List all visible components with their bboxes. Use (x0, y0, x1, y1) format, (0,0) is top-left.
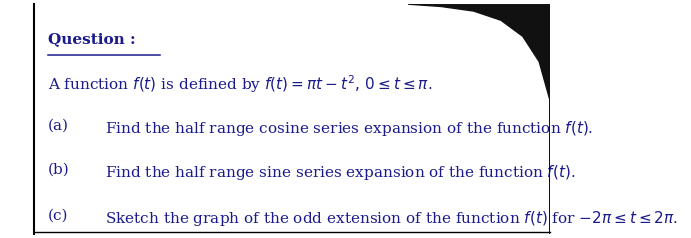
Text: (a): (a) (48, 119, 69, 133)
Text: Find the half range cosine series expansion of the function $f(t)$.: Find the half range cosine series expans… (105, 119, 594, 138)
Text: A function $f(t)$ is defined by $f(t) = \pi t - t^2,\, 0 \leq t \leq \pi$.: A function $f(t)$ is defined by $f(t) = … (48, 73, 433, 95)
Text: Question :: Question : (48, 32, 135, 46)
Text: Find the half range sine series expansion of the function $f(t)$.: Find the half range sine series expansio… (105, 163, 576, 182)
Text: Sketch the graph of the odd extension of the function $f(t)$ for $-2\pi \leq t \: Sketch the graph of the odd extension of… (105, 208, 679, 228)
Text: (c): (c) (48, 208, 68, 223)
Polygon shape (408, 4, 550, 234)
Text: (b): (b) (48, 163, 70, 177)
